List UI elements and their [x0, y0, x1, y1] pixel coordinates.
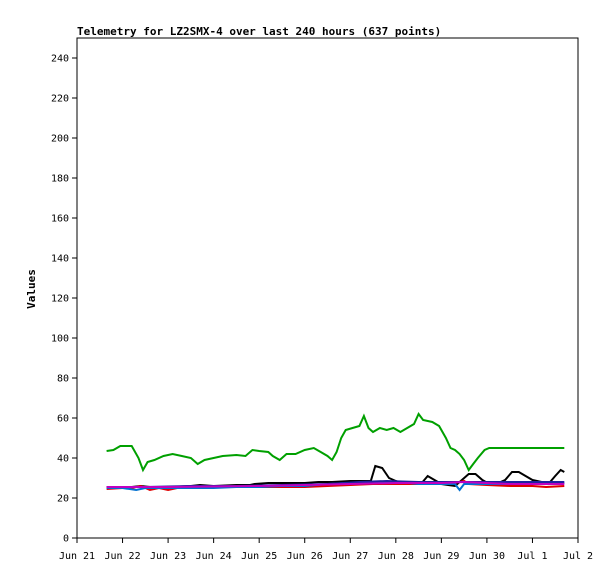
- x-tick-label: Jun 25: [241, 551, 277, 562]
- y-tick-label: 80: [57, 374, 69, 385]
- y-axis-label: Values: [25, 269, 38, 309]
- y-tick-label: 20: [57, 494, 69, 505]
- x-tick-label: Jun 27: [332, 551, 368, 562]
- series-line-1: [106, 412, 565, 473]
- y-tick-label: 0: [63, 534, 69, 545]
- y-tick-label: 60: [57, 414, 69, 425]
- x-axis: Jun 21 Jun 22 Jun 23 Jun 24 Jun 25 Jun 26 Jun …: [59, 538, 593, 562]
- x-tick-label: Jun 24: [196, 551, 232, 562]
- y-tick-label: 40: [57, 454, 69, 465]
- y-tick-label: 200: [51, 134, 69, 145]
- chart-title: Telemetry for LZ2SMX-4 over last 240 hou…: [77, 25, 441, 38]
- x-tick-label: Jun 26: [287, 551, 323, 562]
- x-tick-label: Jun 30: [469, 551, 505, 562]
- y-tick-label: 160: [51, 214, 69, 225]
- y-tick-label: 140: [51, 254, 69, 265]
- series-line-6: [106, 480, 565, 488]
- series-layer: [106, 412, 565, 492]
- plot-frame: [76, 37, 579, 539]
- x-tick-label: Jul 1: [517, 551, 547, 562]
- x-tick-label: Jun 29: [423, 551, 459, 562]
- x-tick-label: Jun 28: [378, 551, 414, 562]
- y-tick-label: 240: [51, 54, 69, 65]
- x-tick-label: Jul 2: [563, 551, 593, 562]
- x-tick-label: Jun 22: [104, 551, 140, 562]
- x-tick-label: Jun 23: [150, 551, 186, 562]
- y-axis: 0 20 40 60 80 100 120 140 160 180 200 220 240: [51, 54, 77, 545]
- y-tick-label: 120: [51, 294, 69, 305]
- y-tick-label: 100: [51, 334, 69, 345]
- y-tick-label: 220: [51, 94, 69, 105]
- y-tick-label: 180: [51, 174, 69, 185]
- x-tick-label: Jun 21: [59, 551, 95, 562]
